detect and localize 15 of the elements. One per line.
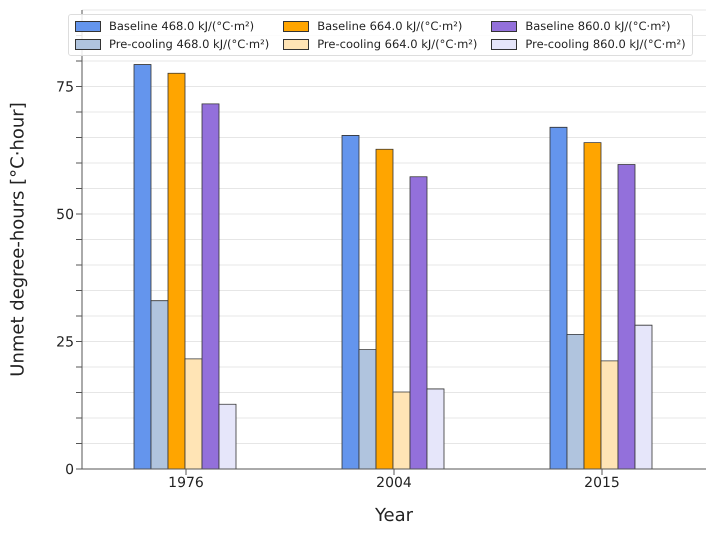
x-tick-label: 1976 — [168, 474, 204, 491]
legend-label: Pre-cooling 664.0 kJ/(°C·m²) — [317, 37, 478, 51]
x-tick-label: 2004 — [376, 474, 412, 491]
y-tick-label: 0 — [65, 462, 74, 478]
x-axis-title: Year — [374, 505, 414, 526]
y-tick-label: 75 — [56, 79, 74, 96]
legend-label: Pre-cooling 468.0 kJ/(°C·m²) — [109, 37, 270, 51]
y-tick-label: 25 — [56, 334, 74, 350]
legend-label: Baseline 860.0 kJ/(°C·m²) — [525, 19, 671, 33]
x-tick-label: 2015 — [584, 474, 620, 491]
legend-label: Pre-cooling 860.0 kJ/(°C·m²) — [525, 37, 686, 51]
y-axis-title: Unmet degree-hours [°C·hour] — [8, 102, 28, 377]
legend-label: Baseline 664.0 kJ/(°C·m²) — [317, 19, 462, 33]
y-tick-label: 50 — [56, 206, 74, 223]
legend-label: Baseline 468.0 kJ/(°C·m²) — [109, 19, 254, 33]
